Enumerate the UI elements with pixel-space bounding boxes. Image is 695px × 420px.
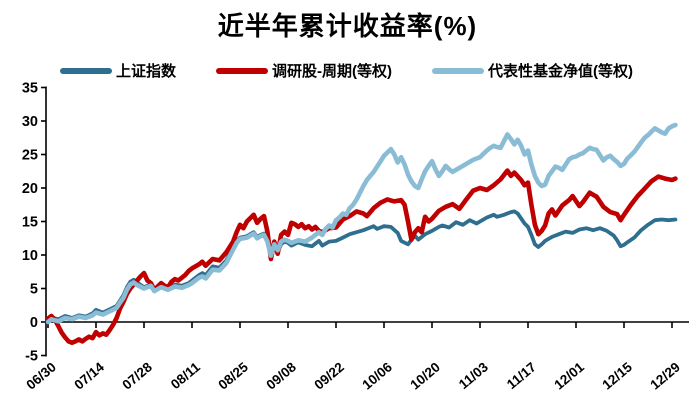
x-tick-label: 10/20 (407, 359, 443, 392)
y-tick-label: 0 (30, 315, 38, 331)
x-tick-label: 10/06 (359, 359, 395, 393)
legend-item-representative-fund-nav: 代表性基金净值(等权) (432, 60, 633, 81)
x-tick-label: 08/11 (168, 359, 203, 392)
legend-item-sse: 上证指数 (60, 60, 176, 81)
y-tick-label: 35 (22, 81, 38, 97)
y-tick-label: -5 (25, 349, 38, 365)
x-tick-label: 12/29 (647, 359, 683, 392)
legend: 上证指数 调研股-周期(等权) 代表性基金净值(等权) (60, 60, 633, 81)
x-tick-label: 09/22 (311, 359, 347, 392)
x-tick-label: 07/14 (71, 359, 107, 393)
y-tick-label: 20 (22, 181, 38, 197)
series-line-调研股-周期(等权) (45, 168, 678, 346)
legend-line-swatch (216, 67, 269, 74)
x-tick-label: 12/01 (551, 359, 587, 393)
y-tick-label: 15 (22, 215, 38, 231)
x-tick-label: 11/03 (456, 359, 491, 392)
legend-label: 代表性基金净值(等权) (488, 63, 634, 80)
y-tick-label: 30 (22, 114, 38, 130)
series-line-代表性基金净值(等权) (45, 122, 678, 325)
legend-label: 上证指数 (116, 63, 177, 80)
y-tick-label: 10 (22, 248, 38, 264)
legend-line-swatch (60, 67, 112, 74)
series-line-上证指数 (46, 209, 678, 322)
legend-item-surveyed-cyclical-stocks: 调研股-周期(等权) (216, 60, 392, 81)
legend-line-swatch (432, 67, 485, 74)
x-tick-label: 12/15 (599, 359, 635, 393)
y-tick-label: 5 (30, 282, 38, 298)
chart-title: 近半年累计收益率(%) (217, 11, 478, 41)
y-tick-label: 25 (22, 148, 38, 164)
x-tick-label: 07/28 (119, 359, 155, 393)
x-tick-label: 09/08 (263, 359, 299, 393)
legend-label: 调研股-周期(等权) (272, 63, 393, 80)
x-tick-label: 08/25 (215, 359, 251, 393)
x-tick-label: 11/17 (504, 359, 539, 392)
